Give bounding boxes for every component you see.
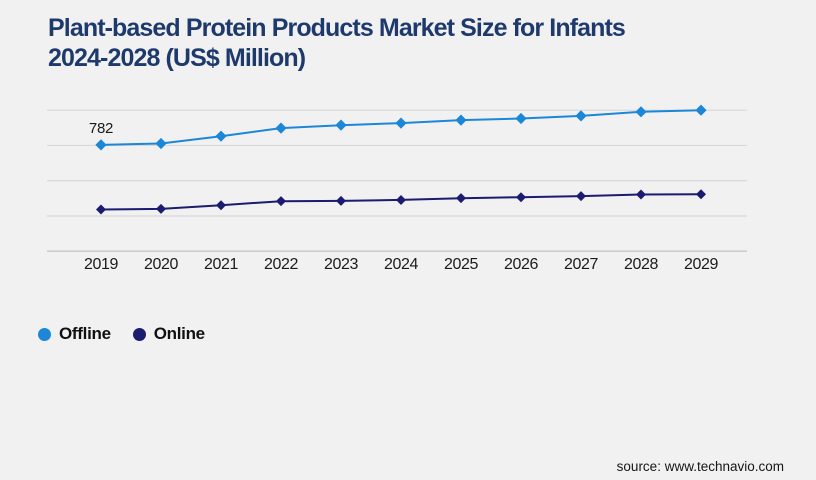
data-label-offline-2019: 782 xyxy=(88,120,114,137)
offline-point-2021 xyxy=(215,130,227,142)
legend-item-online: Online xyxy=(132,324,205,344)
source-note: source: www.technavio.com xyxy=(616,459,784,474)
online-point-2023 xyxy=(336,195,346,206)
x-axis-label-2023: 2023 xyxy=(324,256,358,273)
legend-label-online: Online xyxy=(153,324,205,343)
online-point-2021 xyxy=(216,200,226,211)
offline-point-2020 xyxy=(155,137,167,150)
x-axis-labels: 2019 2020 2021 2022 2023 2024 2025 2026 2027 2028… xyxy=(0,256,816,276)
offline-point-2019 xyxy=(95,139,107,151)
offline-point-2029 xyxy=(695,104,707,116)
chart-title-line1: Plant-based Protein Products Market Size… xyxy=(48,14,626,42)
offline-point-2028 xyxy=(635,106,647,118)
online-point-2026 xyxy=(516,192,526,203)
online-point-2028 xyxy=(636,189,646,200)
online-point-2024 xyxy=(396,194,406,205)
x-axis-label-2024: 2024 xyxy=(384,256,418,273)
offline-point-2027 xyxy=(575,110,587,122)
chart-title-line2: 2024-2028 (US$ Million) xyxy=(48,44,306,72)
x-axis-label-2025: 2025 xyxy=(444,256,478,273)
offline-point-2025 xyxy=(455,114,467,126)
offline-point-2023 xyxy=(335,119,347,131)
x-axis-label-2028: 2028 xyxy=(624,256,658,273)
chart-title: Plant-based Protein Products Market Size… xyxy=(48,13,748,73)
line-chart-plot xyxy=(47,104,747,252)
offline-point-2022 xyxy=(275,122,287,134)
offline-legend-dot-icon xyxy=(38,327,51,341)
x-axis-label-2022: 2022 xyxy=(264,256,298,273)
x-axis-label-2020: 2020 xyxy=(144,256,178,273)
online-point-2029 xyxy=(696,189,706,200)
offline-point-2026 xyxy=(515,112,527,125)
chart-legend: Offline Online xyxy=(38,324,205,344)
x-axis-label-2029: 2029 xyxy=(684,256,718,273)
online-point-2027 xyxy=(576,191,586,202)
online-legend-dot-icon xyxy=(132,327,146,341)
x-axis-label-2027: 2027 xyxy=(564,256,598,273)
x-axis-label-2021: 2021 xyxy=(204,256,238,273)
online-point-2020 xyxy=(156,203,166,214)
legend-label-offline: Offline xyxy=(59,324,111,343)
offline-point-2024 xyxy=(395,117,407,129)
online-point-2025 xyxy=(456,193,466,204)
x-axis-label-2019: 2019 xyxy=(84,256,118,273)
online-point-2019 xyxy=(96,204,106,215)
online-point-2022 xyxy=(276,196,286,207)
x-axis-label-2026: 2026 xyxy=(504,256,538,273)
legend-item-offline: Offline xyxy=(38,324,111,344)
